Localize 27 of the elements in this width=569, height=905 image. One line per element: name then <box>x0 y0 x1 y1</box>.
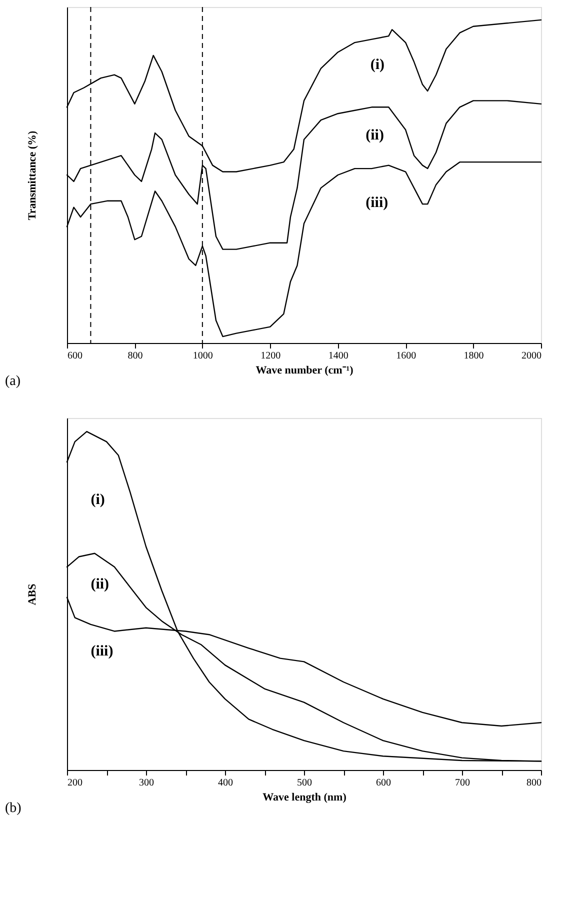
text: (b) <box>5 801 22 816</box>
x-axis-title: Wave length (nm) <box>262 792 347 804</box>
series-label: (iii) <box>90 643 114 660</box>
y-axis-title: Transmittance (%) <box>26 130 38 220</box>
x-tick-label: 1000 <box>192 350 213 362</box>
x-tick-label: 800 <box>526 778 542 788</box>
x-axis-title: Wave number (cm⁻¹) <box>256 364 354 376</box>
series-label: (ii) <box>366 128 384 144</box>
x-tick-label: 1800 <box>464 350 484 362</box>
y-axis-title: ABS <box>26 584 38 606</box>
series-label: (i) <box>90 492 105 508</box>
x-tick-label: 700 <box>455 778 470 788</box>
x-tick-label: 1200 <box>260 350 281 362</box>
x-tick-label: 300 <box>139 778 154 788</box>
x-tick-label: 200 <box>68 778 82 788</box>
x-tick-label: 500 <box>297 778 312 788</box>
series-label: (i) <box>370 57 385 74</box>
x-tick-label: 600 <box>376 778 391 788</box>
x-tick-label: 1600 <box>396 350 416 362</box>
x-tick-label: 2000 <box>522 350 542 362</box>
x-tick-label: 1400 <box>328 350 348 362</box>
series-label: (ii) <box>90 576 110 592</box>
x-tick-label: 800 <box>128 350 143 362</box>
series-label: (iii) <box>366 194 388 211</box>
x-tick-label: 400 <box>218 778 233 788</box>
x-tick-label: 600 <box>68 350 82 362</box>
text: (a) <box>5 374 21 389</box>
